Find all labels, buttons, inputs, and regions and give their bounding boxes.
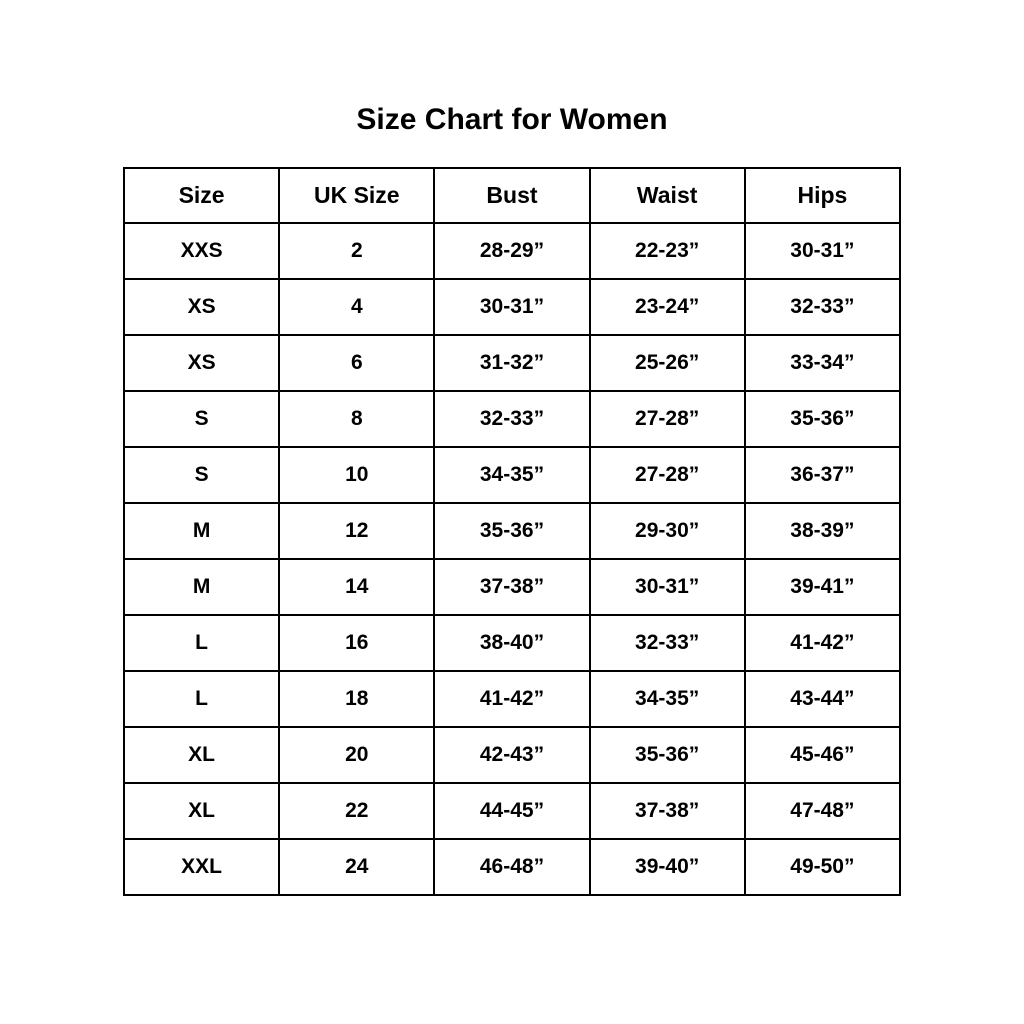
table-row: S 8 32-33” 27-28” 35-36” [122,390,902,448]
table-cell: 38-40” [433,614,591,672]
table-cell: 32-33” [588,614,746,672]
table-cell: 30-31” [588,558,746,616]
table-cell: 31-32” [433,334,591,392]
table-cell: 22 [278,782,436,840]
table-cell: 36-37” [743,446,902,504]
table-row: S 10 34-35” 27-28” 36-37” [122,446,902,504]
table-row: XXL 24 46-48” 39-40” 49-50” [122,838,902,896]
table-cell: 27-28” [588,446,746,504]
table-cell: XXS [122,222,281,280]
table-cell: XL [122,726,281,784]
table-cell: L [122,614,281,672]
table-cell: 30-31” [743,222,902,280]
table-cell: 20 [278,726,436,784]
table-cell: 39-40” [588,838,746,896]
table-cell: L [122,670,281,728]
table-cell: 22-23” [588,222,746,280]
table-cell: 27-28” [588,390,746,448]
column-header: UK Size [278,167,436,224]
table-cell: 35-36” [588,726,746,784]
table-cell: 33-34” [743,334,902,392]
table-cell: 45-46” [743,726,902,784]
table-cell: 35-36” [433,502,591,560]
column-header: Hips [743,167,902,224]
header-row: Size UK Size Bust Waist Hips [122,167,902,224]
table-cell: 28-29” [433,222,591,280]
table-cell: 32-33” [743,278,902,336]
table-cell: 8 [278,390,436,448]
table-cell: 39-41” [743,558,902,616]
table-cell: 47-48” [743,782,902,840]
table-cell: XS [122,334,281,392]
table-cell: XS [122,278,281,336]
table-cell: 25-26” [588,334,746,392]
table-cell: 14 [278,558,436,616]
table-cell: S [122,390,281,448]
table-cell: 32-33” [433,390,591,448]
table-cell: 23-24” [588,278,746,336]
table-cell: 38-39” [743,502,902,560]
size-chart-table: Size UK Size Bust Waist Hips XXS 2 28-29” 22-23… [122,167,902,896]
table-cell: 6 [278,334,436,392]
table-row: L 16 38-40” 32-33” 41-42” [122,614,902,672]
table-cell: 16 [278,614,436,672]
table-row: M 14 37-38” 30-31” 39-41” [122,558,902,616]
column-header: Bust [433,167,591,224]
column-header: Waist [588,167,746,224]
table-header: Size UK Size Bust Waist Hips [122,167,902,224]
table-cell: 24 [278,838,436,896]
table-cell: 34-35” [433,446,591,504]
table-cell: 49-50” [743,838,902,896]
page-title: Size Chart for Women [356,103,668,136]
table-cell: 43-44” [743,670,902,728]
table-cell: 37-38” [433,558,591,616]
table-cell: M [122,502,281,560]
table-row: XL 20 42-43” 35-36” 45-46” [122,726,902,784]
table-cell: 37-38” [588,782,746,840]
table-row: XL 22 44-45” 37-38” 47-48” [122,782,902,840]
table-cell: 34-35” [588,670,746,728]
column-header: Size [122,167,281,224]
table-cell: 30-31” [433,278,591,336]
table-cell: XL [122,782,281,840]
table-cell: 29-30” [588,502,746,560]
table-body: XXS 2 28-29” 22-23” 30-31” XS 4 30-31” 23-24” 32-… [122,222,902,896]
table-cell: 18 [278,670,436,728]
table-row: XXS 2 28-29” 22-23” 30-31” [122,222,902,280]
table-cell: 42-43” [433,726,591,784]
table-row: XS 4 30-31” 23-24” 32-33” [122,278,902,336]
table-cell: M [122,558,281,616]
table-row: L 18 41-42” 34-35” 43-44” [122,670,902,728]
table-cell: XXL [122,838,281,896]
table-cell: 41-42” [743,614,902,672]
table-cell: 35-36” [743,390,902,448]
table-cell: S [122,446,281,504]
table-cell: 10 [278,446,436,504]
table-row: XS 6 31-32” 25-26” 33-34” [122,334,902,392]
table-cell: 44-45” [433,782,591,840]
table-cell: 41-42” [433,670,591,728]
table-row: M 12 35-36” 29-30” 38-39” [122,502,902,560]
table-cell: 46-48” [433,838,591,896]
table-cell: 2 [278,222,436,280]
table-cell: 12 [278,502,436,560]
table-cell: 4 [278,278,436,336]
